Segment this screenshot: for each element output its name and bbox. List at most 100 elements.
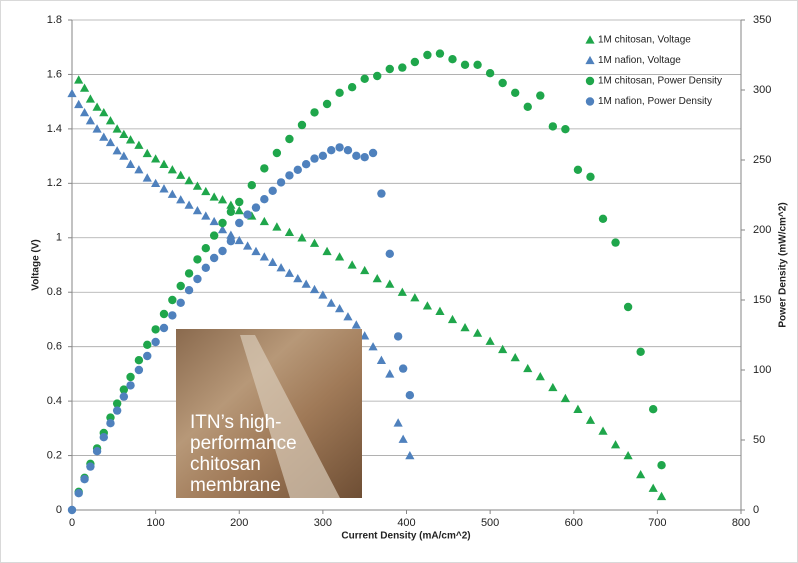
data-point [143,341,151,349]
y-tick-label: 1.8 [47,14,62,26]
y2-tick-label: 200 [753,224,771,236]
inset-caption: chitosan [190,454,261,475]
data-point [310,154,318,162]
legend-marker [586,97,594,105]
data-point [160,324,168,332]
y-tick-label: 1.6 [47,68,62,80]
data-point [436,49,444,57]
data-point [599,215,607,223]
x-tick-label: 800 [732,517,750,529]
data-point [586,173,594,181]
data-point [574,166,582,174]
data-point [461,61,469,69]
data-point [160,310,168,318]
data-point [511,89,519,97]
data-point [202,244,210,252]
y-tick-label: 1 [56,232,62,244]
data-point [657,461,665,469]
data-point [448,55,456,63]
data-point [536,91,544,99]
data-point [235,219,243,227]
data-point [277,178,285,186]
data-point [93,447,101,455]
data-point [151,325,159,333]
chart: ITN’s high- performance chitosan membran… [0,0,798,563]
data-point [120,392,128,400]
data-point [486,69,494,77]
data-point [473,61,481,69]
data-point [126,373,134,381]
data-point [406,391,414,399]
data-point [135,366,143,374]
data-point [210,231,218,239]
data-point [168,296,176,304]
inset-caption: performance [190,433,297,454]
data-point [360,153,368,161]
x-tick-label: 200 [230,517,248,529]
data-point [636,348,644,356]
x-axis-label: Current Density (mA/cm^2) [341,531,470,542]
y-tick-label: 1.4 [47,123,62,135]
data-point [649,405,657,413]
data-point [423,51,431,59]
data-point [193,275,201,283]
data-point [143,352,151,360]
y2-tick-label: 300 [753,84,771,96]
data-point [611,238,619,246]
data-point [218,247,226,255]
data-point [310,108,318,116]
y2-axis-label: Power Density (mW/cm^2) [778,202,789,327]
y2-tick-label: 250 [753,154,771,166]
data-point [177,299,185,307]
data-point [394,332,402,340]
data-point [285,171,293,179]
data-point [498,79,506,87]
data-point [373,72,381,80]
data-point [68,506,76,514]
data-point [398,63,406,71]
legend-label: 1M chitosan, Power Density [598,76,722,87]
data-point [386,250,394,258]
y2-tick-label: 50 [753,434,765,446]
data-point [210,254,218,262]
legend-label: 1M chitosan, Voltage [598,35,691,46]
data-point [135,356,143,364]
data-point [227,237,235,245]
y2-tick-label: 150 [753,294,771,306]
y-tick-label: 0.4 [47,395,62,407]
y-tick-label: 0.8 [47,286,62,298]
data-point [348,83,356,91]
legend-label: 1M nafion, Power Density [598,96,712,107]
y-tick-label: 0.2 [47,449,62,461]
data-point [319,152,327,160]
x-tick-label: 400 [397,517,415,529]
data-point [549,122,557,130]
data-point [243,210,251,218]
inset-caption: membrane [190,475,281,496]
data-point [260,195,268,203]
data-point [369,149,377,157]
y-tick-label: 0.6 [47,341,62,353]
data-point [86,462,94,470]
data-point [151,338,159,346]
x-tick-label: 0 [69,517,75,529]
data-point [298,121,306,129]
data-point [177,282,185,290]
data-point [335,89,343,97]
y-axis-label: Voltage (V) [31,239,42,290]
x-tick-label: 600 [565,517,583,529]
data-point [377,189,385,197]
data-point [323,100,331,108]
data-point [202,264,210,272]
data-point [113,406,121,414]
data-point [411,58,419,66]
data-point [624,303,632,311]
y-tick-label: 1.2 [47,177,62,189]
data-point [360,75,368,83]
x-tick-label: 700 [648,517,666,529]
data-point [399,364,407,372]
legend-marker [586,77,594,85]
data-point [294,166,302,174]
data-point [273,149,281,157]
data-point [524,103,532,111]
